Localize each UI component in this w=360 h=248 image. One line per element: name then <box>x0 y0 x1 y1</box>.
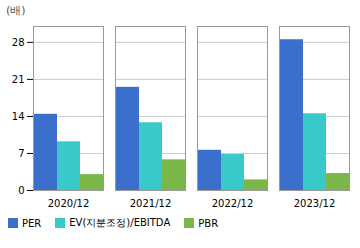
svg-text:2021/12: 2021/12 <box>130 198 172 209</box>
svg-text:2023/12: 2023/12 <box>294 198 336 209</box>
svg-text:7: 7 <box>18 148 24 159</box>
html-text:EV(지분조정)/EBITDA: EV(지분조정)/EBITDA <box>69 217 171 228</box>
svg-text:14: 14 <box>12 111 25 122</box>
html-text:PER: PER <box>22 217 42 229</box>
svg-text:28: 28 <box>12 37 25 48</box>
html-text:PBR: PBR <box>198 217 219 229</box>
svg-text:21: 21 <box>12 74 25 85</box>
svg-text:0: 0 <box>18 185 24 196</box>
svg-text:2020/12: 2020/12 <box>48 198 90 209</box>
svg-text:2022/12: 2022/12 <box>212 198 254 209</box>
html-text:(배): (배) <box>6 4 26 17</box>
